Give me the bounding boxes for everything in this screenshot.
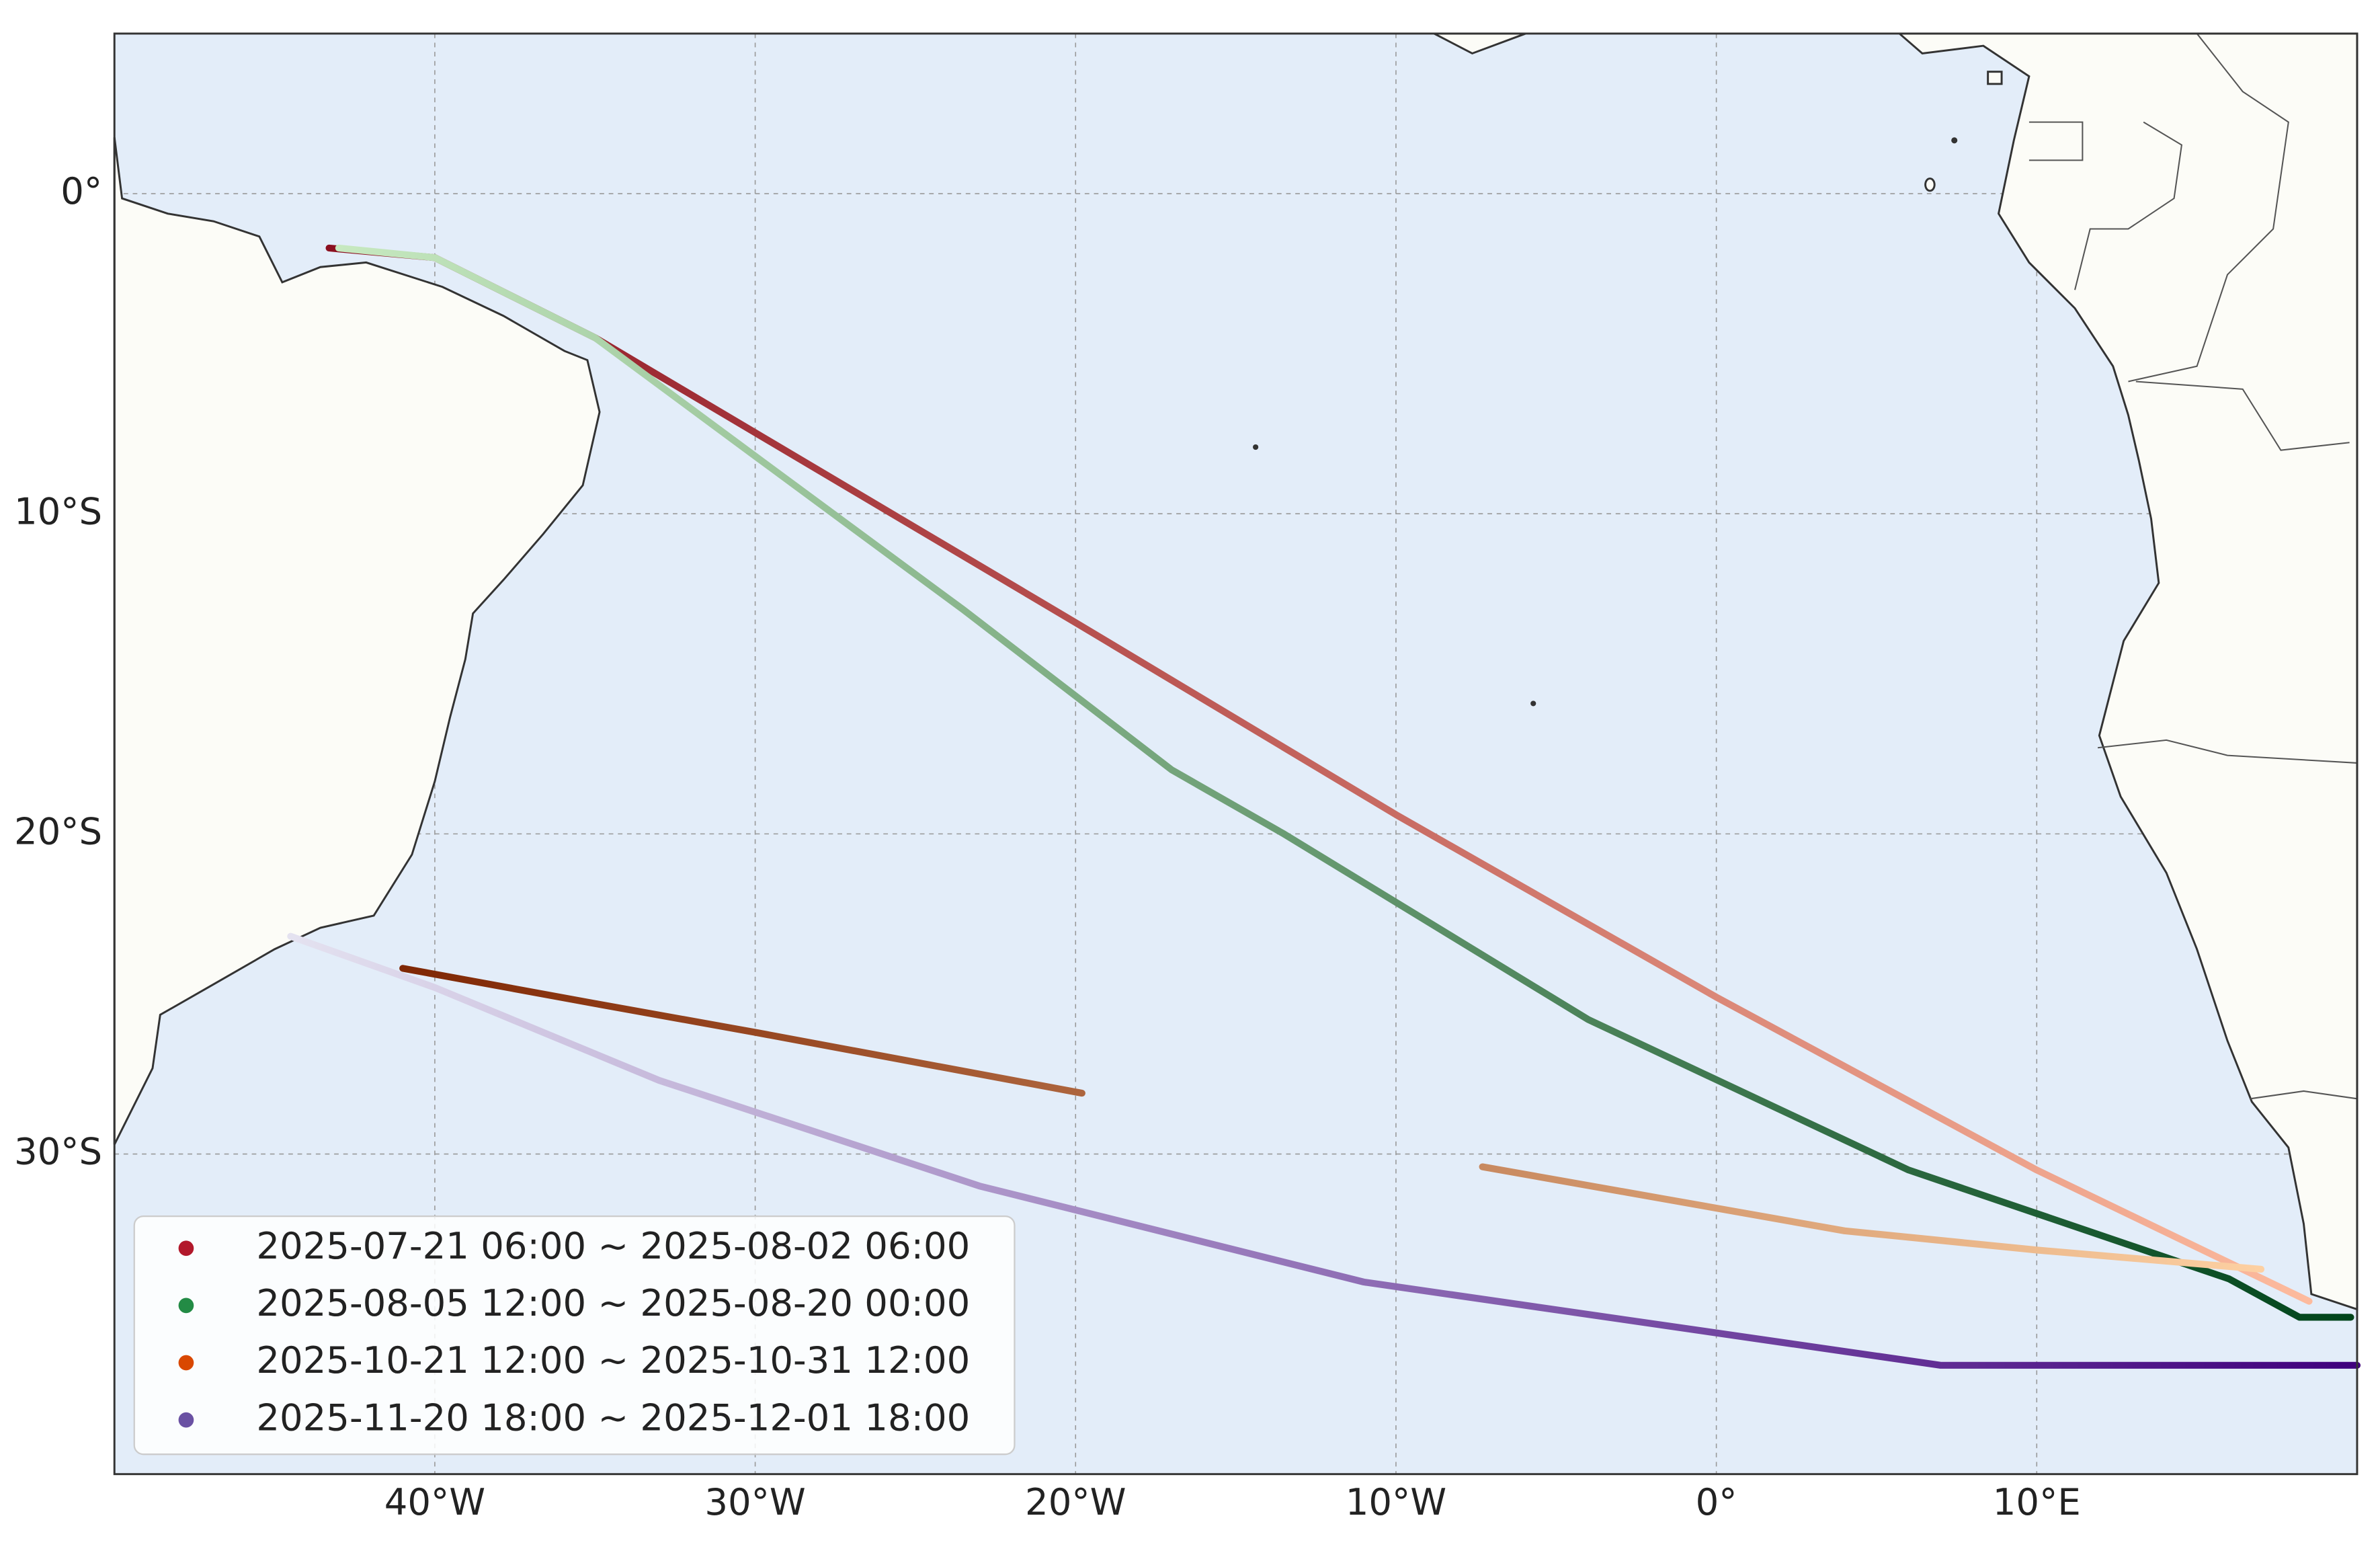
island bbox=[1530, 701, 1536, 707]
legend-marker bbox=[178, 1355, 194, 1371]
south-america bbox=[113, 137, 601, 1146]
legend-marker bbox=[178, 1412, 194, 1428]
island bbox=[1253, 444, 1259, 450]
legend-label: 2025-07-21 06:00 ~ 2025-08-02 06:00 bbox=[256, 1224, 970, 1267]
legend-marker bbox=[178, 1240, 194, 1257]
legend-label: 2025-11-20 18:00 ~ 2025-12-01 18:00 bbox=[256, 1396, 970, 1439]
africa bbox=[1897, 32, 2358, 1311]
track-line bbox=[399, 965, 1085, 1097]
y-tick-label: 10°S bbox=[14, 489, 102, 532]
x-tick-label: 0° bbox=[1696, 1480, 1737, 1523]
x-tick-label: 40°W bbox=[384, 1480, 485, 1523]
x-tick-label: 10°E bbox=[1993, 1480, 2081, 1523]
island bbox=[1924, 177, 1936, 192]
map-frame bbox=[113, 32, 2358, 1476]
ticks: 40°W 30°W 20°W 10°W 0° 10°E 0° 10°S 20°S 30°S bbox=[14, 169, 2081, 1523]
track-line bbox=[287, 932, 2361, 1369]
y-tick-label: 0° bbox=[60, 169, 102, 212]
island bbox=[1987, 71, 2003, 85]
x-tick-label: 20°W bbox=[1025, 1480, 1126, 1523]
island bbox=[1951, 137, 1958, 144]
y-tick-label: 20°S bbox=[14, 809, 102, 852]
x-tick-label: 30°W bbox=[704, 1480, 805, 1523]
track-line bbox=[335, 244, 2354, 1321]
legend-label: 2025-08-05 12:00 ~ 2025-08-20 00:00 bbox=[256, 1281, 970, 1324]
legend-marker bbox=[178, 1298, 194, 1314]
legend-entries: 2025-07-21 06:00 ~ 2025-08-02 06:00 2025-… bbox=[178, 1224, 970, 1439]
x-tick-label: 10°W bbox=[1346, 1480, 1446, 1523]
country-borders bbox=[2028, 33, 2358, 1100]
y-tick-label: 30°S bbox=[14, 1130, 102, 1173]
tracks bbox=[287, 244, 2361, 1369]
legend-label: 2025-10-21 12:00 ~ 2025-10-31 12:00 bbox=[256, 1339, 970, 1382]
track-line bbox=[1479, 1163, 2265, 1273]
legend bbox=[133, 1215, 1016, 1456]
